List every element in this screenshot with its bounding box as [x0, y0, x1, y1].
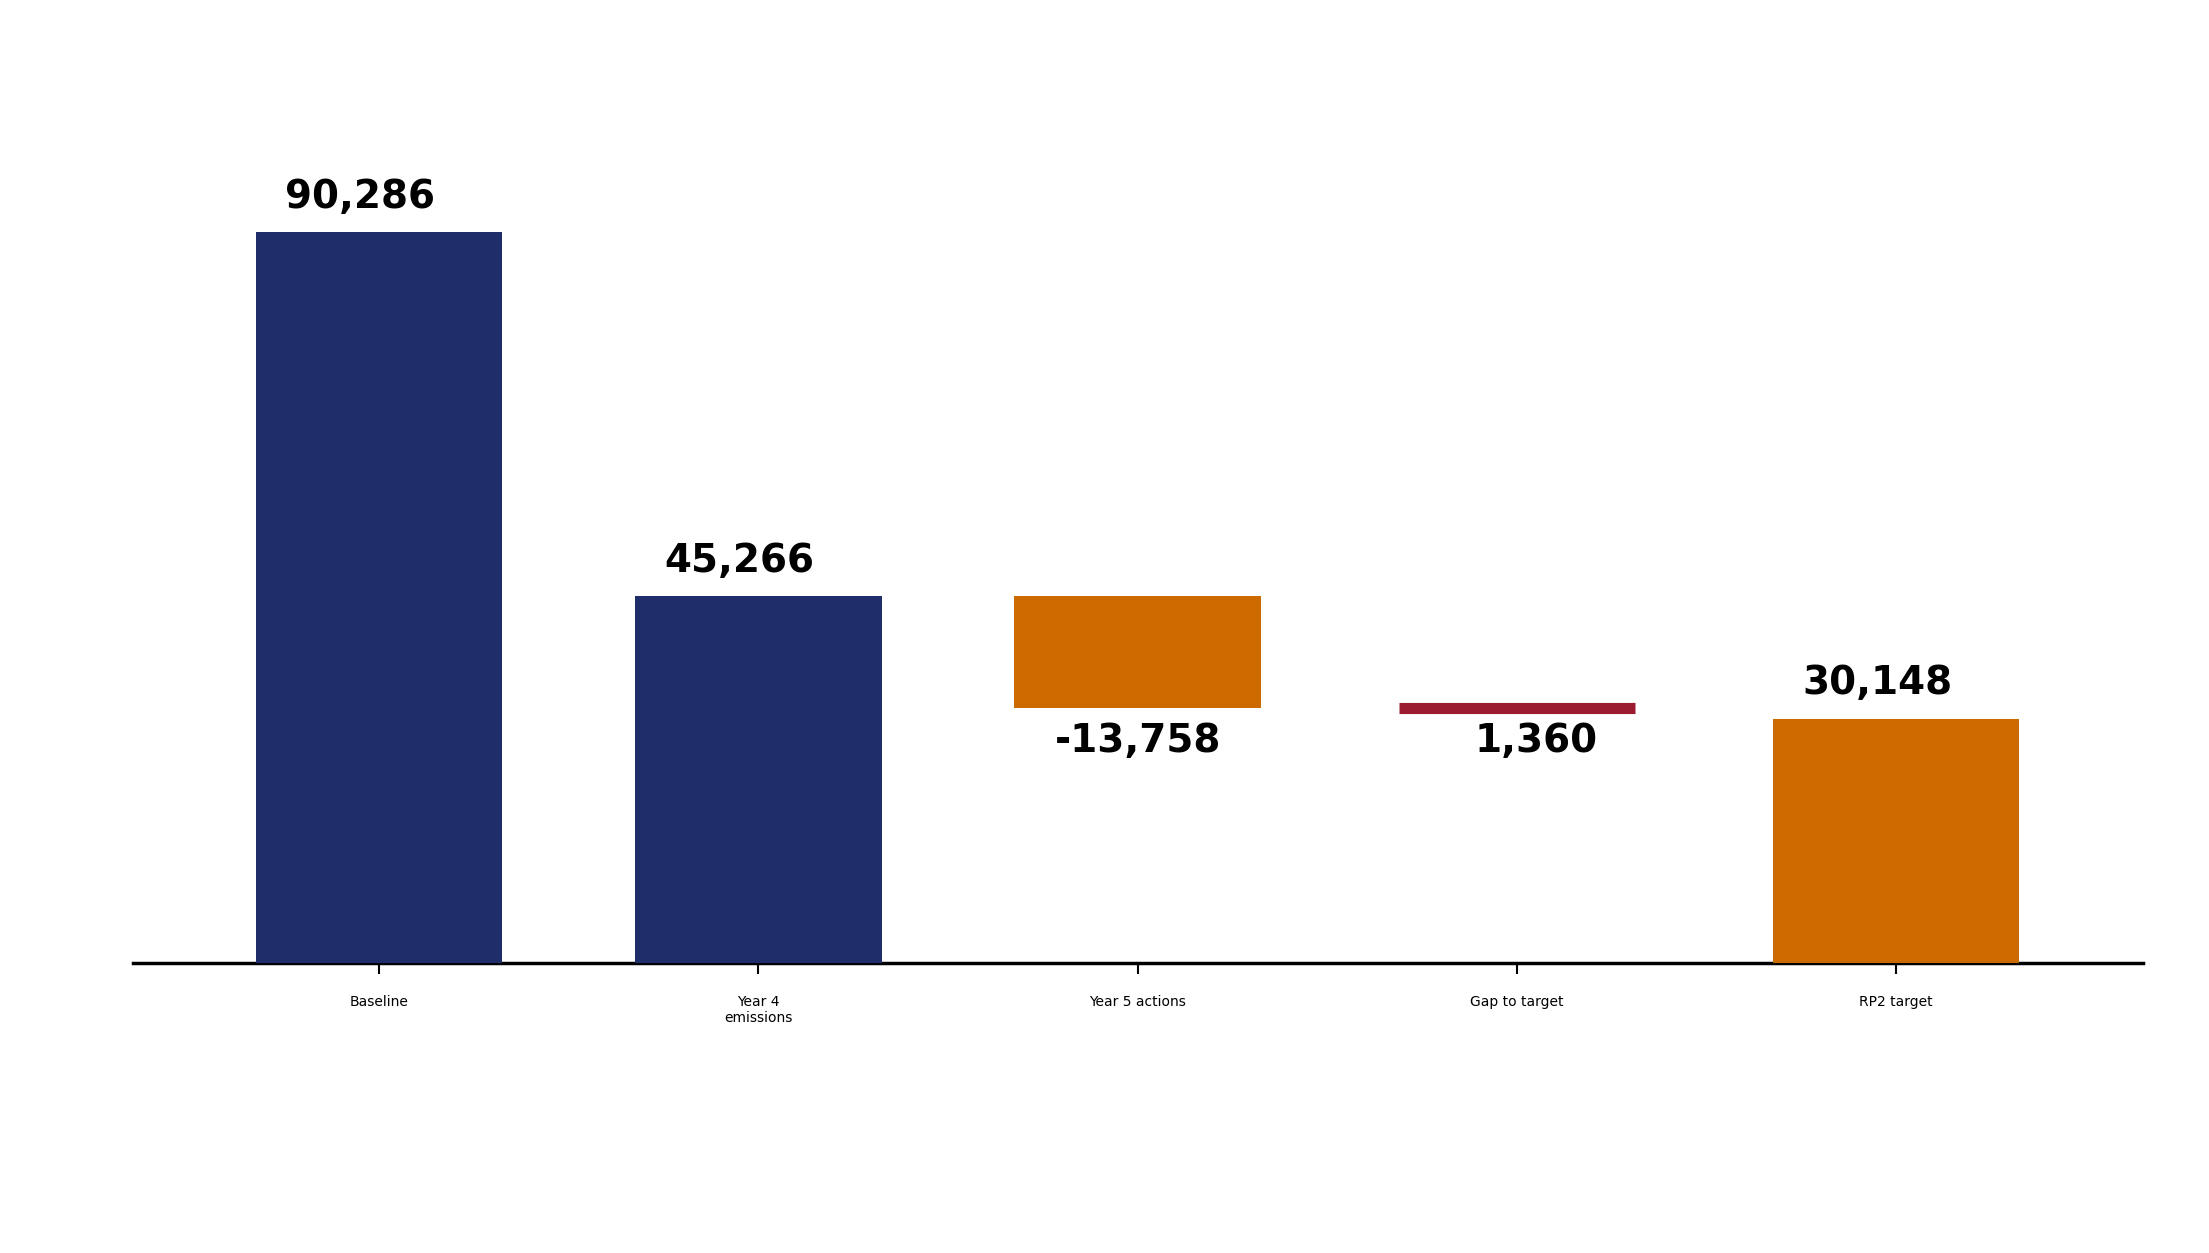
Text: 90,286: 90,286 [285, 178, 435, 216]
Text: -13,758: -13,758 [1054, 722, 1222, 761]
Bar [256, 232, 501, 962]
Bar [1014, 596, 1261, 708]
Bar [1774, 719, 2019, 962]
Text: 30,148: 30,148 [1803, 664, 1953, 703]
Text: 1,360: 1,360 [1473, 722, 1597, 761]
Bar [636, 596, 881, 962]
Text: 45,266: 45,266 [665, 543, 815, 580]
